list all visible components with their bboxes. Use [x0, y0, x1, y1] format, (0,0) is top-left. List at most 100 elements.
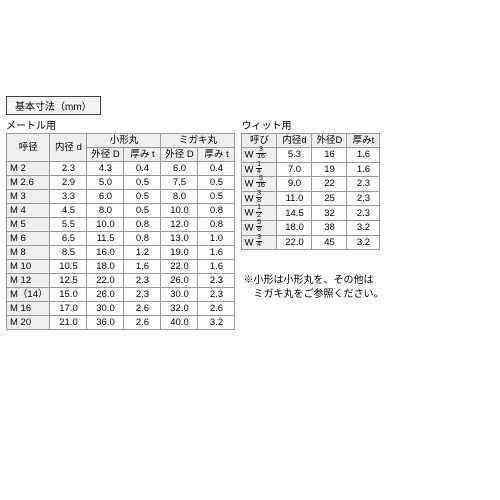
- cell-st: 2.3: [124, 288, 161, 302]
- cell-sD: 36.0: [87, 316, 124, 330]
- note-line1: ※小形は小形丸を、その他は: [243, 275, 373, 286]
- cell-wod: 45: [312, 235, 347, 250]
- cell-st: 0.5: [124, 190, 161, 204]
- cell-mD: 7.5: [161, 176, 198, 190]
- cell-name: M 2.6: [7, 176, 50, 190]
- cell-mD: 22.0: [161, 260, 198, 274]
- cell-sD: 16.0: [87, 246, 124, 260]
- table-row: M 22.34.30.46.00.4: [7, 162, 235, 176]
- cell-st: 0.8: [124, 218, 161, 232]
- table-row: W 5169.0222.3: [242, 177, 380, 192]
- cell-st: 2.3: [124, 274, 161, 288]
- cell-id: 10.5: [50, 260, 87, 274]
- table-row: M 2.62.95.00.57.50.5: [7, 176, 235, 190]
- cell-sD: 6.0: [87, 190, 124, 204]
- cell-wt: 2.3: [347, 177, 380, 192]
- table-row: W 5818.0383.2: [242, 220, 380, 235]
- cell-name: M 5: [7, 218, 50, 232]
- col-od-s: 外径 D: [87, 148, 124, 162]
- col-id: 内径 d: [50, 134, 87, 162]
- table-row: M 88.516.01.219.01.6: [7, 246, 235, 260]
- cell-id: 2.3: [50, 162, 87, 176]
- note: ※小形は小形丸を、その他は ミガキ丸をご参照ください。: [243, 274, 383, 302]
- wcol-od: 外径D: [312, 134, 347, 148]
- cell-sD: 22.0: [87, 274, 124, 288]
- cell-mD: 12.0: [161, 218, 198, 232]
- cell-mt: 0.5: [198, 176, 235, 190]
- cell-mt: 0.4: [198, 162, 235, 176]
- table-row: M 66.511.50.813.01.0: [7, 232, 235, 246]
- wcol-th: 厚みt: [347, 134, 380, 148]
- table-row: W 3165.3161.6: [242, 148, 380, 163]
- table-row: M（14）15.026.02.330.02.3: [7, 288, 235, 302]
- cell-st: 0.4: [124, 162, 161, 176]
- cell-id: 5.5: [50, 218, 87, 232]
- cell-wid: 9.0: [277, 177, 312, 192]
- cell-wid: 18.0: [277, 220, 312, 235]
- wcol-id: 内径d: [277, 134, 312, 148]
- cell-st: 2.6: [124, 316, 161, 330]
- cell-sD: 5.0: [87, 176, 124, 190]
- cell-wname: W 58: [242, 220, 277, 235]
- col-th-m: 厚み t: [198, 148, 235, 162]
- cell-wt: 3.2: [347, 235, 380, 250]
- cell-mD: 8.0: [161, 190, 198, 204]
- cell-id: 4.5: [50, 204, 87, 218]
- table-row: M 1010.518.01.622.01.6: [7, 260, 235, 274]
- cell-mt: 3.2: [198, 316, 235, 330]
- col-od-m: 外径 D: [161, 148, 198, 162]
- cell-sD: 30.0: [87, 302, 124, 316]
- cell-wname: W 34: [242, 235, 277, 250]
- cell-id: 2.9: [50, 176, 87, 190]
- wit-table: 呼び 内径d 外径D 厚みt W 3165.3161.6W 147.0191.6…: [241, 133, 380, 250]
- wit-subtitle: ウィット用: [241, 117, 383, 132]
- cell-mD: 13.0: [161, 232, 198, 246]
- cell-mD: 40.0: [161, 316, 198, 330]
- table-row: M 33.36.00.58.00.5: [7, 190, 235, 204]
- cell-mD: 30.0: [161, 288, 198, 302]
- cell-wid: 22.0: [277, 235, 312, 250]
- cell-name: M 2: [7, 162, 50, 176]
- cell-id: 21.0: [50, 316, 87, 330]
- cell-name: M 4: [7, 204, 50, 218]
- cell-name: M 20: [7, 316, 50, 330]
- cell-name: M 16: [7, 302, 50, 316]
- cell-mD: 19.0: [161, 246, 198, 260]
- cell-wod: 16: [312, 148, 347, 163]
- cell-sD: 11.5: [87, 232, 124, 246]
- cell-mt: 0.8: [198, 218, 235, 232]
- table-row: W 3422.0453.2: [242, 235, 380, 250]
- cell-id: 12.5: [50, 274, 87, 288]
- cell-mt: 2.6: [198, 302, 235, 316]
- table-row: W 1214.5322.3: [242, 206, 380, 221]
- table-row: M 1212.522.02.326.02.3: [7, 274, 235, 288]
- cell-mD: 10.0: [161, 204, 198, 218]
- cell-mD: 32.0: [161, 302, 198, 316]
- cell-name: M（14）: [7, 288, 50, 302]
- cell-st: 0.8: [124, 232, 161, 246]
- cell-mt: 1.6: [198, 260, 235, 274]
- col-th-s: 厚み t: [124, 148, 161, 162]
- cell-st: 0.5: [124, 176, 161, 190]
- metric-table: 呼径 内径 d 小形丸 ミガキ丸 外径 D 厚み t 外径 D 厚み t M 2…: [6, 133, 235, 330]
- cell-sD: 8.0: [87, 204, 124, 218]
- cell-sD: 10.0: [87, 218, 124, 232]
- cell-st: 2.6: [124, 302, 161, 316]
- cell-mt: 0.8: [198, 204, 235, 218]
- wit-block: ウィット用 呼び 内径d 外径D 厚みt W 3165.3161.6W 147.…: [241, 117, 383, 302]
- cell-wname: W 316: [242, 148, 277, 163]
- cell-wod: 22: [312, 177, 347, 192]
- cell-wod: 32: [312, 206, 347, 221]
- col-group-small: 小形丸: [87, 134, 161, 148]
- cell-wid: 7.0: [277, 162, 312, 177]
- cell-mt: 2.3: [198, 288, 235, 302]
- cell-name: M 12: [7, 274, 50, 288]
- cell-wid: 11.0: [277, 191, 312, 206]
- cell-wt: 1.6: [347, 148, 380, 163]
- cell-id: 3.3: [50, 190, 87, 204]
- cell-name: M 3: [7, 190, 50, 204]
- table-row: M 2021.036.02.640.03.2: [7, 316, 235, 330]
- cell-mt: 1.6: [198, 246, 235, 260]
- cell-name: M 10: [7, 260, 50, 274]
- note-line2: ミガキ丸をご参照ください。: [243, 289, 383, 300]
